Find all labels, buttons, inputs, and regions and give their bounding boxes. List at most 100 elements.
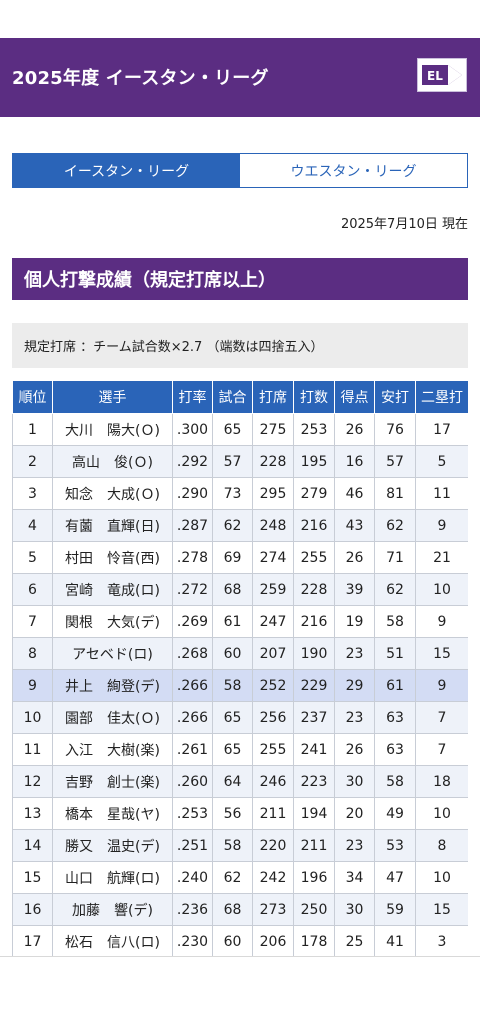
cell-avg: .266	[172, 701, 213, 734]
cell-runs: 43	[334, 509, 375, 542]
cell-rank: 10	[12, 701, 53, 734]
cell-player[interactable]: 加藤 響(デ)	[52, 893, 173, 926]
cell-doubles: 18	[415, 765, 468, 798]
cell-ab: 194	[293, 797, 335, 830]
cell-doubles: 11	[415, 477, 468, 510]
cell-rank: 1	[12, 413, 53, 446]
cell-hits: 57	[374, 445, 416, 478]
cell-player[interactable]: 勝又 温史(デ)	[52, 829, 173, 862]
cell-doubles: 7	[415, 701, 468, 734]
column-header-rank[interactable]: 順位	[12, 380, 53, 414]
column-header-pa[interactable]: 打席	[252, 380, 294, 414]
cell-ab: 228	[293, 573, 335, 606]
table-row[interactable]: 12 吉野 創士(楽) .260 64 246 223 30 58 18	[12, 765, 468, 798]
cell-player[interactable]: 高山 俊(Ｏ)	[52, 445, 173, 478]
cell-rank: 9	[12, 669, 53, 702]
table-row[interactable]: 4 有薗 直輝(日) .287 62 248 216 43 62 9	[12, 509, 468, 542]
cell-doubles: 7	[415, 733, 468, 766]
table-row[interactable]: 10 園部 佳太(Ｏ) .266 65 256 237 23 63 7	[12, 701, 468, 734]
eastern-league-logo-icon[interactable]: EL	[417, 58, 467, 92]
cell-avg: .272	[172, 573, 213, 606]
table-row[interactable]: 1 大川 陽大(Ｏ) .300 65 275 253 26 76 17	[12, 413, 468, 446]
cell-avg: .253	[172, 797, 213, 830]
column-header-hits[interactable]: 安打	[374, 380, 416, 414]
cell-games: 62	[212, 861, 253, 894]
cell-pa: 206	[252, 925, 294, 956]
cell-games: 56	[212, 797, 253, 830]
cell-hits: 61	[374, 669, 416, 702]
cell-player[interactable]: 園部 佳太(Ｏ)	[52, 701, 173, 734]
batting-stats-table: 順位 選手 打率 試合 打席 打数 得点 安打 二塁打 1 大川 陽大(Ｏ) .300 65 275 25…	[12, 380, 468, 956]
cell-pa: 256	[252, 701, 294, 734]
cell-player[interactable]: 宮崎 竜成(ロ)	[52, 573, 173, 606]
cell-games: 68	[212, 573, 253, 606]
column-header-runs[interactable]: 得点	[334, 380, 375, 414]
tab-western-league[interactable]: ウエスタン・リーグ	[240, 154, 467, 187]
cell-player[interactable]: 関根 大気(デ)	[52, 605, 173, 638]
cell-runs: 26	[334, 733, 375, 766]
cell-pa: 228	[252, 445, 294, 478]
cell-doubles: 9	[415, 509, 468, 542]
cell-rank: 8	[12, 637, 53, 670]
cell-doubles: 21	[415, 541, 468, 574]
table-row[interactable]: 16 加藤 響(デ) .236 68 273 250 30 59 15	[12, 893, 468, 926]
column-header-avg[interactable]: 打率	[172, 380, 213, 414]
cell-pa: 275	[252, 413, 294, 446]
table-row[interactable]: 5 村田 怜音(西) .278 69 274 255 26 71 21	[12, 541, 468, 574]
cell-runs: 30	[334, 893, 375, 926]
cell-doubles: 17	[415, 413, 468, 446]
table-row[interactable]: 2 高山 俊(Ｏ) .292 57 228 195 16 57 5	[12, 445, 468, 478]
table-row[interactable]: 17 松石 信八(ロ) .230 60 206 178 25 41 3	[12, 925, 468, 956]
cell-ab: 223	[293, 765, 335, 798]
cell-hits: 71	[374, 541, 416, 574]
cell-rank: 14	[12, 829, 53, 862]
cell-rank: 15	[12, 861, 53, 894]
table-row[interactable]: 13 橋本 星哉(ヤ) .253 56 211 194 20 49 10	[12, 797, 468, 830]
table-row[interactable]: 9 井上 絢登(デ) .266 58 252 229 29 61 9	[12, 669, 468, 702]
cell-avg: .290	[172, 477, 213, 510]
cell-games: 65	[212, 413, 253, 446]
cell-games: 65	[212, 701, 253, 734]
cell-ab: 178	[293, 925, 335, 956]
cell-player[interactable]: 入江 大樹(楽)	[52, 733, 173, 766]
column-header-games[interactable]: 試合	[212, 380, 253, 414]
cell-player[interactable]: 有薗 直輝(日)	[52, 509, 173, 542]
cell-player[interactable]: 吉野 創士(楽)	[52, 765, 173, 798]
cell-player[interactable]: 大川 陽大(Ｏ)	[52, 413, 173, 446]
tab-eastern-league[interactable]: イースタン・リーグ	[13, 154, 240, 187]
cell-pa: 295	[252, 477, 294, 510]
cell-ab: 255	[293, 541, 335, 574]
cell-hits: 58	[374, 765, 416, 798]
cell-player[interactable]: 松石 信八(ロ)	[52, 925, 173, 956]
table-row[interactable]: 14 勝又 温史(デ) .251 58 220 211 23 53 8	[12, 829, 468, 862]
cell-ab: 241	[293, 733, 335, 766]
cell-avg: .269	[172, 605, 213, 638]
table-row[interactable]: 3 知念 大成(Ｏ) .290 73 295 279 46 81 11	[12, 477, 468, 510]
table-row[interactable]: 8 アセベド(ロ) .268 60 207 190 23 51 15	[12, 637, 468, 670]
cell-hits: 51	[374, 637, 416, 670]
column-header-ab[interactable]: 打数	[293, 380, 335, 414]
cell-rank: 7	[12, 605, 53, 638]
table-row[interactable]: 15 山口 航輝(ロ) .240 62 242 196 34 47 10	[12, 861, 468, 894]
cell-pa: 255	[252, 733, 294, 766]
cell-games: 65	[212, 733, 253, 766]
cell-doubles: 15	[415, 637, 468, 670]
cell-rank: 12	[12, 765, 53, 798]
cell-ab: 279	[293, 477, 335, 510]
cell-player[interactable]: 知念 大成(Ｏ)	[52, 477, 173, 510]
cell-player[interactable]: アセベド(ロ)	[52, 637, 173, 670]
cell-player[interactable]: 橋本 星哉(ヤ)	[52, 797, 173, 830]
league-tabs: イースタン・リーグ ウエスタン・リーグ	[12, 153, 468, 188]
svg-text:EL: EL	[427, 69, 443, 83]
cell-player[interactable]: 井上 絢登(デ)	[52, 669, 173, 702]
table-row[interactable]: 7 関根 大気(デ) .269 61 247 216 19 58 9	[12, 605, 468, 638]
batting-stats-table-container[interactable]: 順位 選手 打率 試合 打席 打数 得点 安打 二塁打 1 大川 陽大(Ｏ) .300 65 275 25…	[12, 380, 468, 956]
cell-player[interactable]: 村田 怜音(西)	[52, 541, 173, 574]
column-header-player[interactable]: 選手	[52, 380, 173, 414]
table-row[interactable]: 11 入江 大樹(楽) .261 65 255 241 26 63 7	[12, 733, 468, 766]
table-row[interactable]: 6 宮崎 竜成(ロ) .272 68 259 228 39 62 10	[12, 573, 468, 606]
cell-hits: 41	[374, 925, 416, 956]
column-header-doubles[interactable]: 二塁打	[415, 380, 468, 414]
cell-doubles: 9	[415, 669, 468, 702]
cell-player[interactable]: 山口 航輝(ロ)	[52, 861, 173, 894]
